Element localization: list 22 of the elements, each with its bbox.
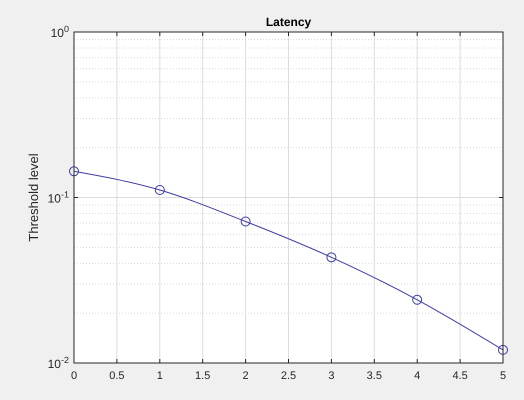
x-tick-label: 0.5 [109, 370, 125, 382]
point [326, 252, 336, 262]
point [240, 216, 251, 227]
y-tick-label: 10$^{-1}$ [48, 190, 69, 206]
x-tick-label: 3 [328, 370, 334, 382]
chart-title: Latency [266, 15, 312, 29]
x-tick-label: 4 [414, 370, 420, 382]
x-tick-label: 5 [500, 370, 506, 382]
x-tick-label: 2 [242, 370, 249, 382]
y-tick-label: 10$^{0}$ [50, 24, 69, 40]
x-tick-label: 0 [70, 370, 78, 382]
x-tick-label: 2.5 [280, 370, 296, 382]
x-tick-label: 1 [156, 370, 163, 382]
point [69, 166, 79, 176]
x-tick-label: 3.5 [366, 370, 382, 382]
point [154, 185, 165, 195]
x-tick-label: 4.5 [452, 370, 468, 382]
x-tick-label: 1.5 [195, 370, 210, 382]
y-tick-label: 10$^{-2}$ [48, 355, 69, 371]
point [498, 344, 508, 355]
point [412, 294, 422, 305]
y-axis-title: Threshold level [26, 153, 41, 242]
